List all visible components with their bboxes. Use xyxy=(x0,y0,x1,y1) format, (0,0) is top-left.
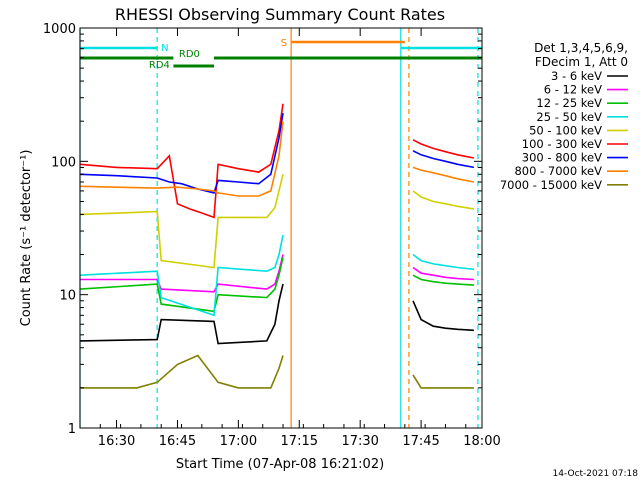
legend-label-3: 25 - 50 keV xyxy=(536,110,602,124)
legend-label-1: 6 - 12 keV xyxy=(544,83,602,97)
x-tick-label-0: 16:30 xyxy=(98,434,135,449)
chart-axes-group: 16:30 16:45 17:00 17:15 17:30 17:45 18:00 1 10 10… xyxy=(43,22,501,449)
series-line-3 xyxy=(79,234,284,317)
series-line-7-b xyxy=(412,166,475,183)
annotation-label-0: N xyxy=(161,43,168,54)
plot-frame xyxy=(79,27,483,429)
annotation-label-2: RD0 xyxy=(179,49,200,60)
series-line-0-b xyxy=(412,300,474,332)
series-line-1-b xyxy=(412,266,474,281)
series-line-5-b xyxy=(412,139,475,159)
legend-label-5: 100 - 300 keV xyxy=(522,137,602,151)
series-line-8-b xyxy=(412,374,474,389)
x-axis-label: Start Time (07-Apr-08 16:21:02) xyxy=(176,457,384,472)
x-tick-label-4: 17:30 xyxy=(341,434,378,449)
x-tick-label-5: 17:45 xyxy=(402,434,439,449)
series-line-4-b xyxy=(412,190,475,210)
series-line-8 xyxy=(80,354,284,389)
annotation-label-1: S xyxy=(281,38,287,49)
y-tick-label-1: 10 xyxy=(59,289,76,304)
chart-title: RHESSI Observing Summary Count Rates xyxy=(115,5,445,24)
series-line-2-b xyxy=(412,274,474,286)
series-line-6-b xyxy=(412,150,475,169)
annotation-label-3: RD4 xyxy=(149,60,170,71)
chart-series-group xyxy=(79,103,475,389)
series-line-5 xyxy=(79,103,284,219)
y-tick-label-0: 1 xyxy=(68,422,76,437)
legend-label-2: 12 - 25 keV xyxy=(536,96,602,110)
legend-label-4: 50 - 100 keV xyxy=(529,123,602,137)
legend-header-line-2: FDecim 1, Att 0 xyxy=(535,55,628,69)
legend-label-8: 7000 - 15000 keV xyxy=(500,178,602,192)
series-line-7 xyxy=(79,121,284,197)
legend: Det 1,3,4,5,6,9, FDecim 1, Att 0 3 - 6 k… xyxy=(500,41,628,192)
series-line-2 xyxy=(79,257,284,313)
legend-label-0: 3 - 6 keV xyxy=(551,69,602,83)
x-tick-label-2: 17:00 xyxy=(220,434,257,449)
x-tick-label-6: 18:00 xyxy=(463,434,500,449)
y-tick-label-3: 1000 xyxy=(43,22,76,37)
legend-label-6: 300 - 800 keV xyxy=(522,151,602,165)
series-line-6 xyxy=(79,112,284,194)
x-tick-label-1: 16:45 xyxy=(159,434,196,449)
y-tick-label-2: 100 xyxy=(51,155,76,170)
series-line-4 xyxy=(79,174,284,269)
legend-label-7: 800 - 7000 keV xyxy=(514,164,602,178)
y-axis-label: Count Rate (s⁻¹ detector⁻¹) xyxy=(19,150,34,327)
series-line-3-b xyxy=(412,253,474,271)
series-line-0 xyxy=(79,283,284,345)
chart-annotations-group: N S RD0 RD4 xyxy=(80,38,482,71)
timestamp-footer: 14-Oct-2021 07:18 xyxy=(553,469,639,479)
legend-header-line-1: Det 1,3,4,5,6,9, xyxy=(534,41,628,55)
x-tick-label-3: 17:15 xyxy=(281,434,318,449)
